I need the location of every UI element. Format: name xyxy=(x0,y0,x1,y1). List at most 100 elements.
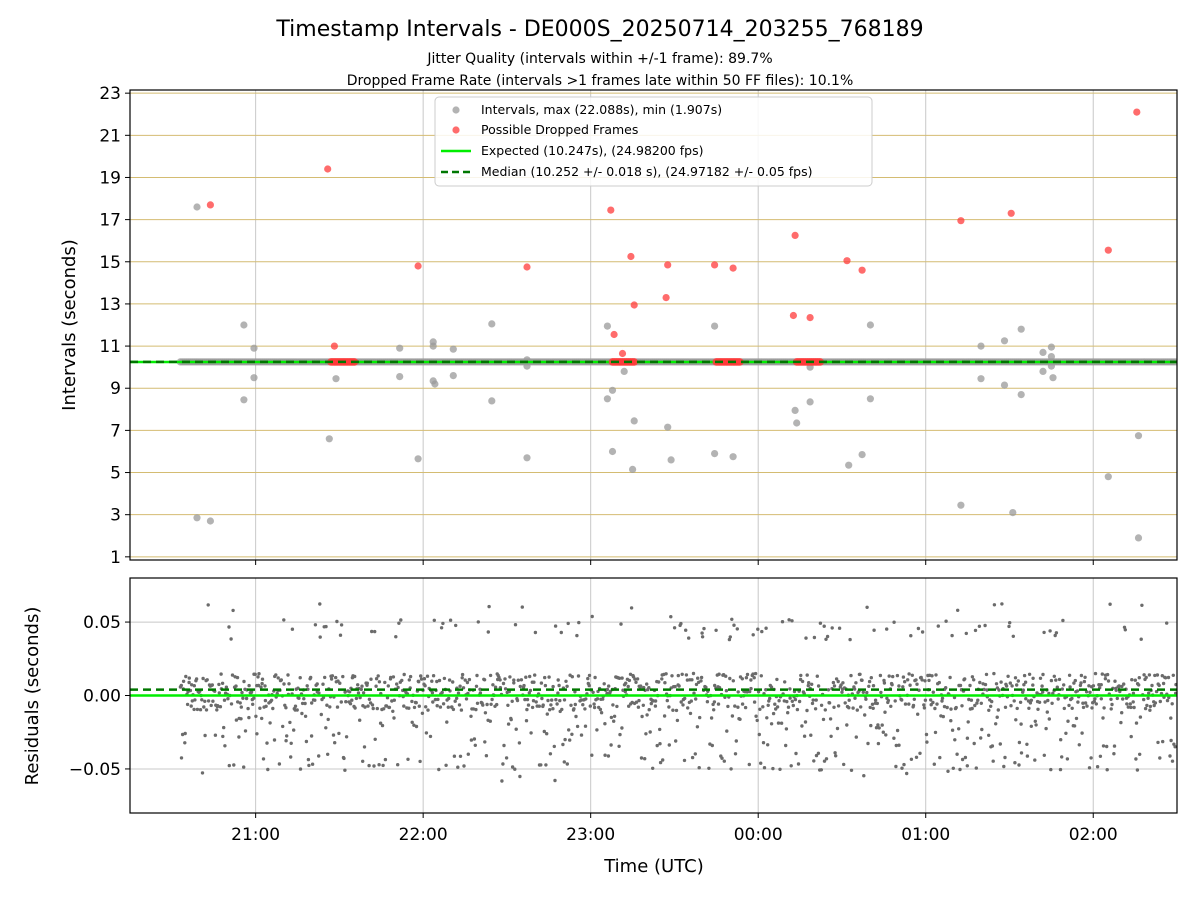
interval-point xyxy=(396,373,404,381)
residual-point xyxy=(306,687,310,691)
residual-point xyxy=(869,676,873,680)
residual-point xyxy=(775,677,779,682)
residual-point xyxy=(198,708,203,712)
residual-point xyxy=(200,771,205,775)
residual-point xyxy=(827,701,832,705)
residuals-panel: −0.05 0.00 0.05 21:00 22:00 23:00 00:00 01:00 02… xyxy=(69,577,1178,845)
residual-point xyxy=(476,620,480,624)
residual-point xyxy=(660,677,664,681)
residual-point xyxy=(383,757,388,762)
residual-point xyxy=(361,691,366,695)
residual-point xyxy=(1070,696,1074,701)
residual-point xyxy=(195,707,200,712)
residual-point xyxy=(998,742,1002,746)
residual-point xyxy=(771,711,776,716)
residual-point xyxy=(611,703,615,707)
residual-point xyxy=(764,626,768,630)
residual-point xyxy=(447,696,451,701)
residual-point xyxy=(562,698,567,702)
dropped-frame-point xyxy=(736,358,744,366)
residual-point xyxy=(247,715,251,720)
residual-point xyxy=(786,705,791,709)
residual-point xyxy=(425,674,430,678)
residual-point xyxy=(232,763,236,767)
residual-point xyxy=(202,705,206,709)
residual-point xyxy=(469,714,473,718)
residual-point xyxy=(1067,673,1072,677)
residual-point xyxy=(310,701,314,705)
residual-point xyxy=(868,705,872,710)
residual-point xyxy=(733,704,737,708)
residual-point xyxy=(432,618,436,622)
residual-point xyxy=(424,731,429,735)
residual-point xyxy=(453,699,457,703)
residual-point xyxy=(573,702,577,707)
residual-point xyxy=(707,766,711,770)
residual-point xyxy=(806,683,810,688)
residual-point xyxy=(647,686,651,690)
residual-point xyxy=(389,675,393,680)
dropped-frame-point xyxy=(414,262,422,270)
residual-point xyxy=(870,702,875,706)
residual-point xyxy=(1025,754,1030,758)
dropped-frame-point xyxy=(664,261,672,269)
residual-point xyxy=(609,743,613,747)
residual-point xyxy=(1027,706,1031,710)
residual-point xyxy=(1146,696,1150,700)
residual-point xyxy=(557,683,561,688)
residual-point xyxy=(1134,757,1138,761)
interval-point xyxy=(1017,325,1025,333)
residual-point xyxy=(636,705,641,709)
residual-point xyxy=(549,703,553,707)
residual-point xyxy=(380,723,385,728)
residual-point xyxy=(692,691,696,695)
residual-point xyxy=(1008,681,1012,685)
residual-point xyxy=(239,705,243,709)
residual-point xyxy=(796,762,801,766)
residual-point xyxy=(1091,684,1096,688)
residual-point xyxy=(855,708,859,712)
residual-point xyxy=(190,683,194,687)
residual-point xyxy=(664,672,668,676)
residual-point xyxy=(762,766,767,770)
residual-point xyxy=(305,684,309,688)
residual-point xyxy=(599,711,604,715)
residual-point xyxy=(367,763,371,768)
top-ytick-label: 19 xyxy=(99,168,121,188)
residual-point xyxy=(1088,690,1092,694)
residual-point xyxy=(430,679,434,683)
residual-point xyxy=(1109,697,1113,701)
residual-point xyxy=(493,685,498,689)
residual-point xyxy=(805,708,809,713)
residual-point xyxy=(394,635,398,639)
residual-point xyxy=(226,697,230,701)
residual-point xyxy=(779,721,784,725)
interval-point xyxy=(957,501,965,509)
residual-point xyxy=(243,729,248,733)
residual-point xyxy=(777,699,781,703)
residual-point xyxy=(676,673,680,678)
residual-point xyxy=(690,678,694,682)
residual-point xyxy=(512,678,516,682)
chart-subtitle-jitter: Jitter Quality (intervals within +/-1 fr… xyxy=(426,51,772,67)
residual-point xyxy=(812,759,816,763)
residual-point xyxy=(946,769,950,773)
residual-point xyxy=(213,733,218,737)
residual-point xyxy=(615,704,619,709)
interval-point xyxy=(1039,348,1047,356)
residual-point xyxy=(575,724,580,729)
residual-point xyxy=(728,676,732,681)
residual-point xyxy=(307,763,311,768)
interval-point xyxy=(866,395,875,403)
residual-point xyxy=(920,678,924,682)
residual-point xyxy=(788,687,792,691)
interval-point xyxy=(1134,534,1143,542)
residual-point xyxy=(606,754,611,758)
residual-point xyxy=(234,718,239,722)
interval-point xyxy=(664,423,672,431)
residual-point xyxy=(663,681,667,685)
residual-point xyxy=(263,698,268,703)
residual-point xyxy=(1153,701,1158,705)
residual-point xyxy=(648,730,652,734)
residual-point xyxy=(303,714,308,718)
